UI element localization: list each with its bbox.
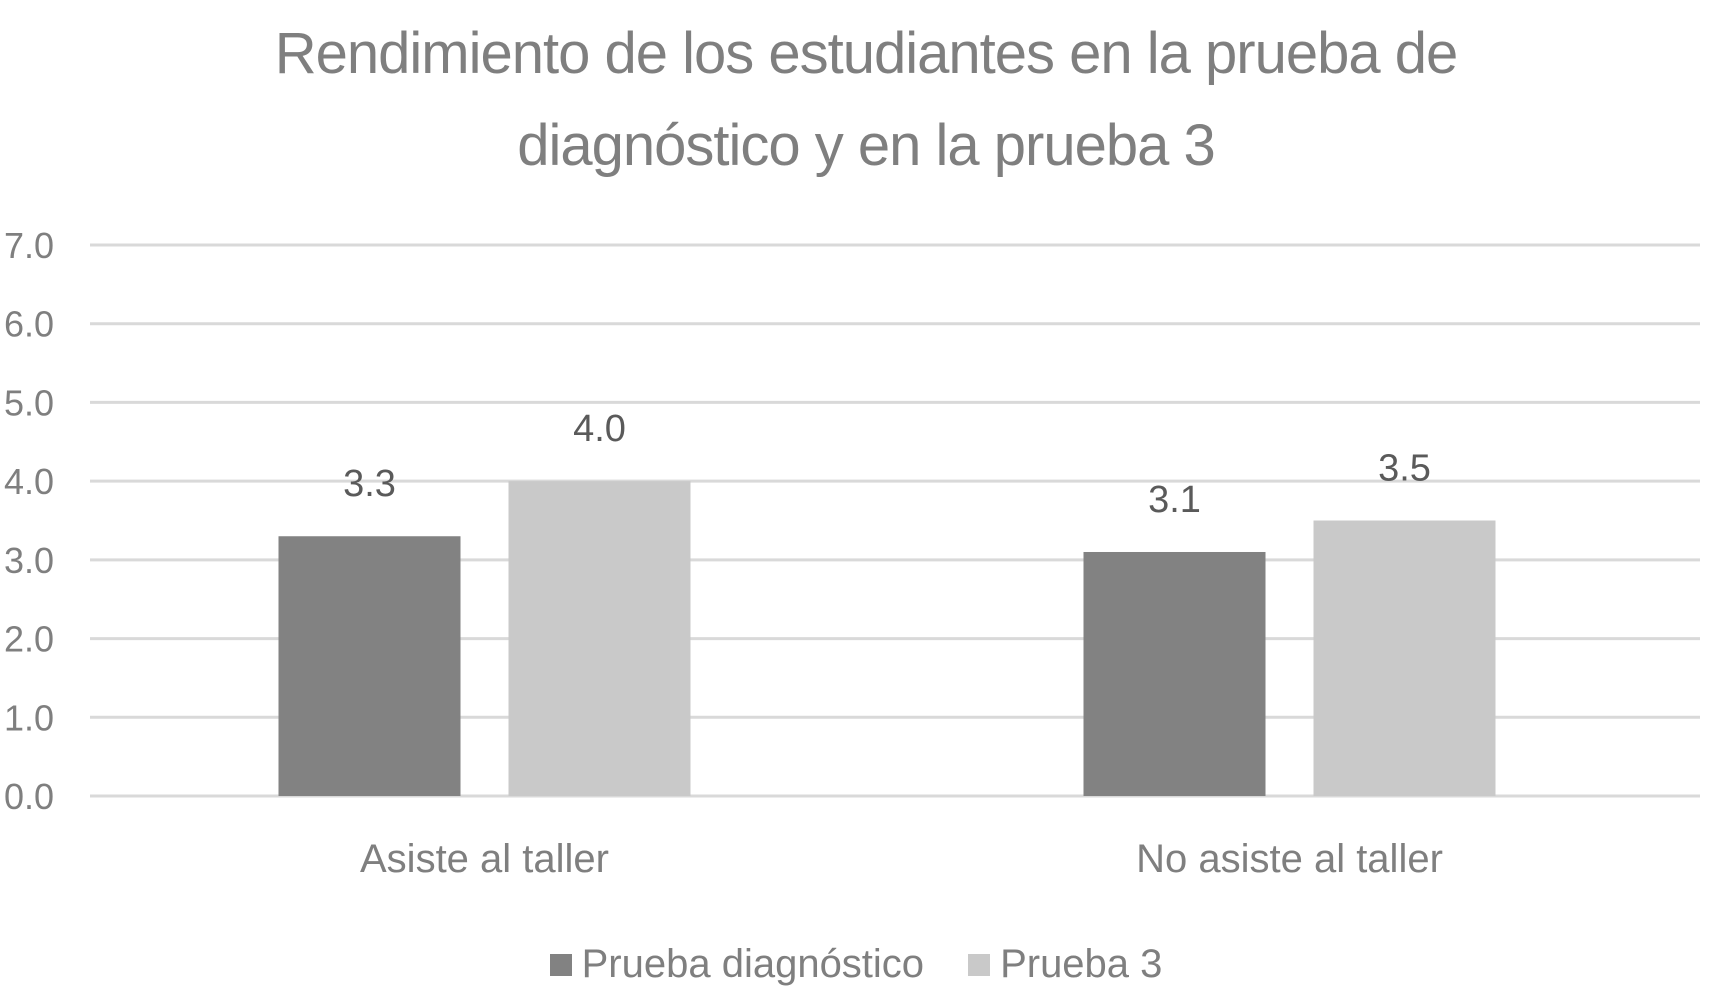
legend: Prueba diagnóstico Prueba 3: [0, 942, 1712, 987]
y-tick-label-6: 6.0: [4, 304, 54, 345]
data-label-0-1: 3.1: [1148, 479, 1201, 521]
legend-label-prueba-3: Prueba 3: [1000, 942, 1163, 986]
chart-title-line-1: Rendimiento de los estudiantes en la pru…: [274, 21, 1459, 86]
category-label-0: Asiste al taller: [360, 837, 609, 881]
data-labels: 3.3 4.0 3.1 3.5: [343, 408, 1431, 521]
y-tick-label-0: 0.0: [4, 776, 54, 817]
legend-item-prueba-diagnostico[interactable]: Prueba diagnóstico: [549, 942, 925, 987]
bar-prueba-3-1: [1313, 520, 1496, 796]
y-tick-label-7: 7.0: [4, 225, 54, 266]
y-tick-label-1: 1.0: [4, 697, 54, 738]
y-tick-label-4: 4.0: [4, 461, 54, 502]
category-label-1: No asiste al taller: [1136, 837, 1443, 881]
bar-prueba-diagnostico-0: [278, 536, 461, 796]
y-tick-label-2: 2.0: [4, 619, 54, 660]
legend-item-prueba-3[interactable]: Prueba 3: [968, 942, 1162, 987]
y-axis-ticks: 0.0 1.0 2.0 3.0 4.0 5.0 6.0 7.0: [4, 225, 54, 817]
chart-title-line-2: diagnóstico y en la prueba 3: [517, 113, 1216, 178]
bar-prueba-3-0: [508, 481, 691, 796]
y-tick-label-5: 5.0: [4, 382, 54, 423]
y-tick-label-3: 3.0: [4, 540, 54, 581]
bar-prueba-diagnostico-1: [1083, 551, 1266, 796]
data-label-0-0: 3.3: [343, 463, 396, 505]
data-label-1-1: 3.5: [1378, 448, 1431, 490]
legend-swatch-prueba-diagnostico: [549, 953, 572, 976]
legend-swatch-prueba-3: [968, 953, 991, 976]
data-label-1-0: 4.0: [573, 408, 626, 450]
x-axis-categories: Asiste al taller No asiste al taller: [360, 837, 1443, 881]
chart-title: Rendimiento de los estudiantes en la pru…: [150, 8, 1582, 192]
legend-label-prueba-diagnostico: Prueba diagnóstico: [581, 942, 925, 986]
bars: [278, 481, 1496, 796]
